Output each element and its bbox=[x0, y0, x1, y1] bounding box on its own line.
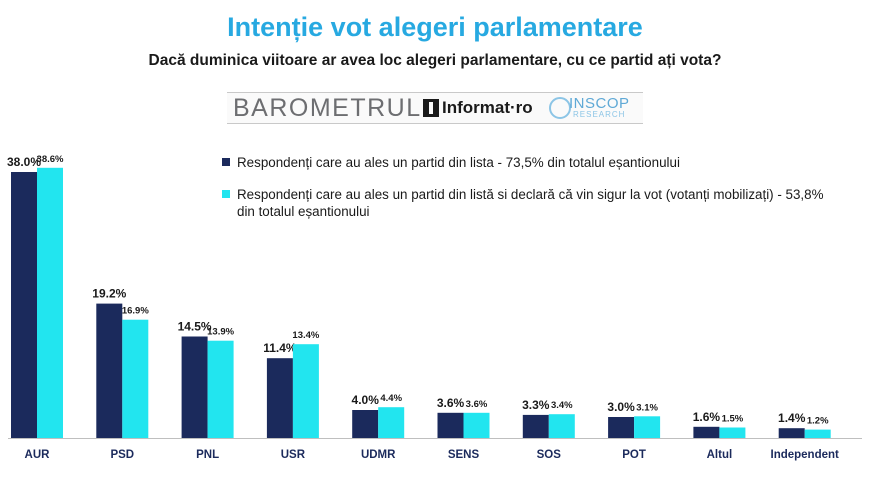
data-label-pot-series-2: 3.1% bbox=[636, 402, 658, 413]
logo-strip: BAROMETRUL Informat·ro INSCOP RESEARCH bbox=[227, 92, 643, 124]
data-label-pot-series-1: 3.0% bbox=[607, 400, 635, 414]
x-tick-label-usr: USR bbox=[281, 449, 306, 461]
bar-independent-series-2 bbox=[804, 429, 831, 438]
page-title: Intenție vot alegeri parlamentare bbox=[227, 12, 643, 42]
data-label-udmr-series-1: 4.0% bbox=[352, 393, 380, 407]
data-label-aur-series-1: 38.0% bbox=[7, 155, 41, 169]
bar-sens-series-2 bbox=[463, 412, 490, 438]
bar-psd-series-2 bbox=[122, 319, 149, 438]
x-tick-label-sens: SENS bbox=[448, 449, 480, 461]
legend-item-series-2: Respondenți care au ales un partid din l… bbox=[222, 186, 827, 220]
x-tick-label-udmr: UDMR bbox=[361, 449, 396, 461]
x-tick-label-aur: AUR bbox=[25, 449, 51, 461]
legend-label-series-1: Respondenți care au ales un partid din l… bbox=[237, 155, 680, 170]
data-label-pnl-series-2: 13.9% bbox=[207, 327, 234, 338]
bar-aur-series-1 bbox=[11, 172, 37, 438]
informat-logo-icon bbox=[423, 99, 439, 117]
data-label-psd-series-2: 16.9% bbox=[122, 306, 149, 317]
data-label-udmr-series-2: 4.4% bbox=[380, 393, 402, 404]
bar-pot-series-2 bbox=[634, 416, 661, 438]
bar-udmr-series-2 bbox=[378, 407, 405, 438]
bar-aur-series-2 bbox=[37, 167, 63, 439]
bar-altul-series-1 bbox=[693, 426, 720, 438]
data-label-independent-series-2: 1.2% bbox=[807, 416, 829, 427]
data-label-altul-series-2: 1.5% bbox=[722, 414, 744, 425]
data-label-sos-series-1: 3.3% bbox=[522, 398, 550, 412]
inscop-logo-icon bbox=[549, 97, 571, 119]
data-label-aur-series-2: 38.6% bbox=[37, 154, 64, 165]
bar-sens-series-1 bbox=[437, 412, 464, 438]
bar-pnl-series-2 bbox=[207, 340, 234, 438]
bar-usr-series-2 bbox=[292, 344, 319, 438]
data-label-independent-series-1: 1.4% bbox=[778, 411, 806, 425]
page-subtitle: Dacă duminica viitoare ar avea loc alege… bbox=[148, 52, 722, 69]
barometrul-logo: BAROMETRUL bbox=[233, 94, 422, 122]
legend-item-series-1: Respondenți care au ales un partid din l… bbox=[222, 154, 837, 171]
inscop-research-logo: RESEARCH bbox=[573, 110, 626, 119]
bar-udmr-series-1 bbox=[352, 410, 379, 438]
x-tick-label-psd: PSD bbox=[110, 449, 134, 461]
x-tick-label-sos: SOS bbox=[537, 449, 562, 461]
inscop-logo: INSCOP bbox=[569, 95, 630, 112]
x-tick-label-independent: Independent bbox=[771, 449, 840, 461]
legend-label-series-2: Respondenți care au ales un partid din l… bbox=[237, 187, 824, 219]
data-label-sens-series-1: 3.6% bbox=[437, 396, 465, 410]
x-tick-label-pot: POT bbox=[622, 449, 646, 461]
data-label-usr-series-1: 11.4% bbox=[263, 341, 297, 355]
bar-sos-series-2 bbox=[548, 414, 575, 438]
bar-independent-series-1 bbox=[778, 428, 805, 438]
x-tick-label-altul: Altul bbox=[707, 449, 733, 461]
legend-swatch-series-1 bbox=[222, 158, 230, 166]
bar-pot-series-1 bbox=[608, 417, 635, 438]
data-label-pnl-series-1: 14.5% bbox=[178, 320, 212, 334]
informat-logo: Informat·ro bbox=[442, 98, 533, 117]
data-label-altul-series-1: 1.6% bbox=[693, 410, 721, 424]
bar-pnl-series-1 bbox=[181, 336, 208, 438]
data-label-psd-series-1: 19.2% bbox=[92, 287, 126, 301]
data-label-usr-series-2: 13.4% bbox=[292, 330, 319, 341]
bar-psd-series-1 bbox=[96, 303, 123, 438]
legend-swatch-series-2 bbox=[222, 190, 230, 198]
x-tick-label-pnl: PNL bbox=[196, 449, 219, 461]
bar-altul-series-2 bbox=[719, 427, 746, 438]
bar-usr-series-1 bbox=[266, 358, 293, 438]
data-label-sos-series-2: 3.4% bbox=[551, 400, 573, 411]
data-label-sens-series-2: 3.6% bbox=[466, 399, 488, 410]
bar-sos-series-1 bbox=[522, 414, 549, 438]
